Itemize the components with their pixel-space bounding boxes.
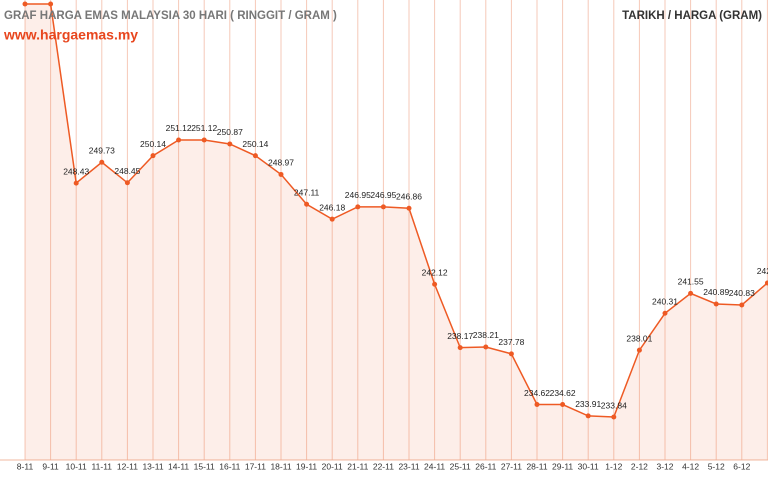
legend-label: TARIKH / HARGA (GRAM) bbox=[622, 10, 762, 22]
point bbox=[457, 345, 463, 351]
x-tick-label: 8-11 bbox=[17, 461, 34, 471]
x-tick-label: 4-12 bbox=[682, 461, 699, 471]
point bbox=[380, 204, 386, 210]
x-tick-label: 26-11 bbox=[475, 461, 496, 471]
value-label: 237.78 bbox=[498, 337, 524, 347]
x-tick-label: 23-11 bbox=[398, 461, 419, 471]
value-label: 234.62 bbox=[524, 388, 550, 398]
x-tick-label: 13-11 bbox=[142, 461, 163, 471]
value-label: 242.12 bbox=[422, 268, 448, 278]
point bbox=[636, 347, 642, 353]
point bbox=[611, 414, 617, 420]
value-label: 250.14 bbox=[242, 139, 268, 149]
x-tick-label: 15-11 bbox=[194, 461, 215, 471]
x-tick-label: 30-11 bbox=[578, 461, 599, 471]
x-tick-label: 21-11 bbox=[347, 461, 368, 471]
x-tick-label: 24-11 bbox=[424, 461, 445, 471]
point bbox=[508, 351, 514, 357]
point bbox=[150, 153, 156, 159]
point bbox=[252, 153, 258, 159]
point bbox=[560, 402, 566, 408]
value-label: 240.89 bbox=[703, 287, 729, 297]
point bbox=[739, 302, 745, 308]
value-label: 248.97 bbox=[268, 158, 294, 168]
x-tick-label: 18-11 bbox=[270, 461, 291, 471]
point bbox=[48, 1, 54, 7]
chart-title: GRAF HARGA EMAS MALAYSIA 30 HARI ( RINGG… bbox=[4, 10, 337, 22]
value-label: 233.91 bbox=[575, 399, 601, 409]
value-label: 246.95 bbox=[370, 190, 396, 200]
point bbox=[22, 1, 28, 7]
x-tick-label: 22-11 bbox=[373, 461, 394, 471]
value-label: 242.2 bbox=[757, 266, 768, 276]
point bbox=[764, 280, 768, 286]
x-tick-label: 10-11 bbox=[66, 461, 87, 471]
value-label: 240.83 bbox=[729, 288, 755, 298]
point bbox=[432, 281, 438, 287]
value-label: 241.55 bbox=[678, 277, 704, 287]
x-tick-label: 9-11 bbox=[42, 461, 59, 471]
value-label: 238.17 bbox=[447, 331, 473, 341]
x-tick-label: 25-11 bbox=[450, 461, 471, 471]
point bbox=[73, 180, 79, 186]
x-tick-label: 3-12 bbox=[656, 461, 673, 471]
value-label: 251.12 bbox=[166, 123, 192, 133]
value-label: 250.14 bbox=[140, 139, 166, 149]
point bbox=[534, 402, 540, 408]
point bbox=[662, 310, 668, 316]
x-tick-label: 20-11 bbox=[322, 461, 343, 471]
value-label: 249.73 bbox=[89, 146, 115, 156]
line bbox=[25, 3, 768, 418]
value-label: 248.43 bbox=[63, 166, 89, 176]
value-label: 246.18 bbox=[319, 202, 345, 212]
point bbox=[227, 141, 233, 147]
value-label: 248.45 bbox=[114, 166, 140, 176]
x-tick-label: 16-11 bbox=[219, 461, 240, 471]
x-tick-label: 29-11 bbox=[552, 461, 573, 471]
value-label: 250.87 bbox=[217, 127, 243, 137]
value-label: 246.86 bbox=[396, 192, 422, 202]
x-tick-label: 5-12 bbox=[708, 461, 725, 471]
point bbox=[355, 204, 361, 210]
point bbox=[585, 413, 591, 419]
point bbox=[99, 159, 105, 165]
x-tick-label: 17-11 bbox=[245, 461, 266, 471]
value-label: 233.84 bbox=[601, 400, 627, 410]
area bbox=[25, 4, 768, 461]
x-tick-label: 6-12 bbox=[733, 461, 750, 471]
point bbox=[329, 216, 335, 222]
point bbox=[483, 344, 489, 350]
point bbox=[124, 180, 130, 186]
value-label: 251.12 bbox=[191, 123, 217, 133]
point bbox=[688, 290, 694, 296]
point bbox=[406, 205, 412, 211]
point bbox=[713, 301, 719, 307]
value-label: 247.11 bbox=[294, 188, 320, 198]
value-label: 238.01 bbox=[626, 333, 652, 343]
point bbox=[201, 137, 207, 143]
value-label: 238.21 bbox=[473, 330, 499, 340]
x-tick-label: 14-11 bbox=[168, 461, 189, 471]
x-tick-label: 1-12 bbox=[605, 461, 622, 471]
value-label: 234.62 bbox=[550, 388, 576, 398]
x-tick-label: 2-12 bbox=[631, 461, 648, 471]
x-tick-label: 12-11 bbox=[117, 461, 138, 471]
point bbox=[278, 171, 284, 177]
chart-subtitle: www.hargaemas.my bbox=[3, 27, 138, 43]
value-label: 240.31 bbox=[652, 297, 678, 307]
point bbox=[304, 201, 310, 207]
value-label: 246.95 bbox=[345, 190, 371, 200]
x-tick-label: 28-11 bbox=[526, 461, 547, 471]
x-tick-label: 19-11 bbox=[296, 461, 317, 471]
x-tick-label: 27-11 bbox=[501, 461, 522, 471]
x-tick-label: 11-11 bbox=[92, 461, 113, 471]
point bbox=[176, 137, 182, 143]
